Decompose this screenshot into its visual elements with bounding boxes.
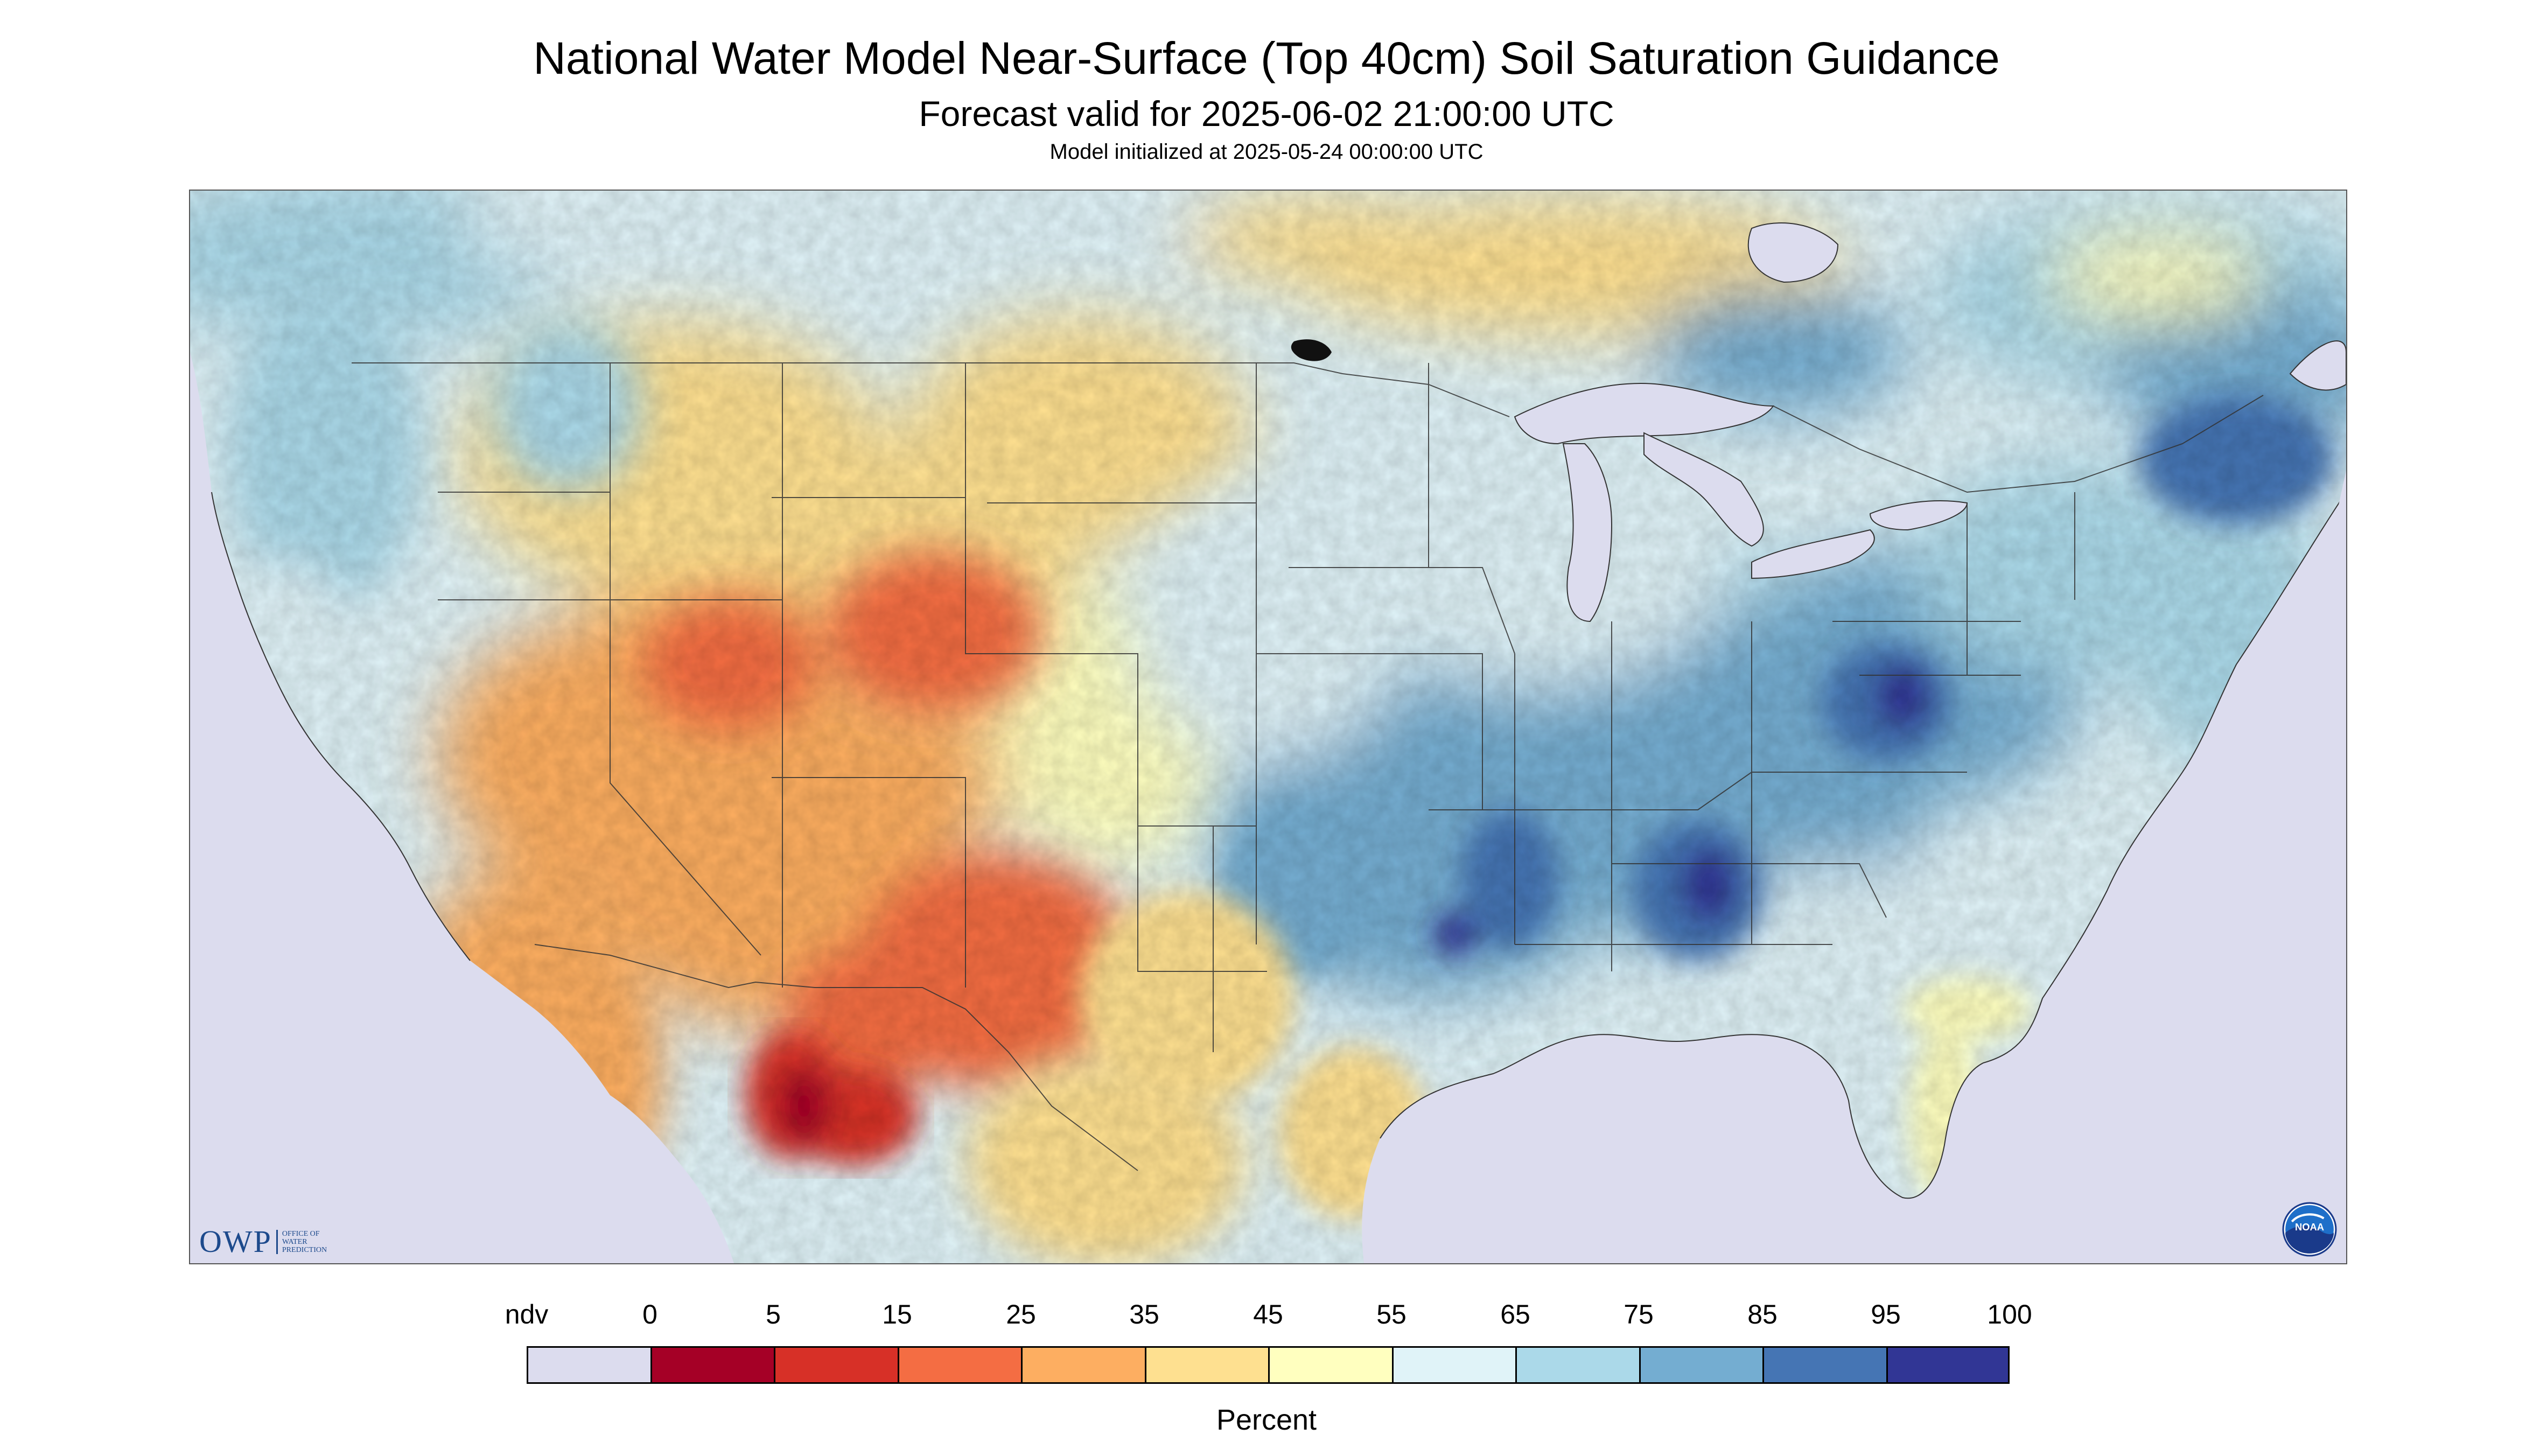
great-lakes [1514, 383, 1968, 622]
legend-swatch [774, 1346, 899, 1384]
legend-swatch [897, 1346, 1023, 1384]
nodata-left-wedge [190, 568, 470, 1263]
legend-label-95: 95 [1871, 1299, 1901, 1329]
canadian-lake [1747, 222, 1839, 283]
legend-swatch [527, 1346, 652, 1384]
legend-swatch [1515, 1346, 1641, 1384]
gulf-atlantic-coastline [1380, 492, 2346, 1199]
owp-logo-subtitle: OFFICE OF WATER PREDICTION [276, 1229, 327, 1254]
noaa-logo-text: NOAA [2295, 1221, 2324, 1233]
legend-unit-label: Percent [1216, 1404, 1317, 1436]
model-init-time: Model initialized at 2025-05-24 00:00:00… [1049, 140, 1484, 164]
legend-label-35: 35 [1129, 1299, 1159, 1329]
legend-label-25: 25 [1006, 1299, 1036, 1329]
lake-of-the-woods [1291, 339, 1332, 361]
legend-swatch [1391, 1346, 1517, 1384]
legend-swatch [1144, 1346, 1270, 1384]
legend-label-15: 15 [882, 1299, 912, 1329]
legend-colorbar [527, 1346, 2010, 1384]
legend-label-45: 45 [1253, 1299, 1283, 1329]
legend-label-100: 100 [1987, 1299, 2032, 1329]
forecast-valid-time: Forecast valid for 2025-06-02 21:00:00 U… [919, 94, 1614, 134]
map-title: National Water Model Near-Surface (Top 4… [533, 33, 2000, 83]
legend-label-5: 5 [766, 1299, 781, 1329]
soil-saturation-map [189, 190, 2347, 1264]
owp-line-1: OFFICE OF [282, 1229, 320, 1238]
legend-swatch [1762, 1346, 1888, 1384]
legend-swatch [1886, 1346, 2010, 1384]
legend-label-65: 65 [1500, 1299, 1530, 1329]
legend-swatch [1268, 1346, 1394, 1384]
pacific-coastline [211, 492, 471, 961]
owp-line-2: WATER [282, 1237, 307, 1246]
legend-swatch [1021, 1346, 1146, 1384]
owp-line-3: PREDICTION [282, 1245, 327, 1254]
legend-label-ndv: ndv [505, 1299, 549, 1329]
legend-label-55: 55 [1376, 1299, 1407, 1329]
state-boundaries [352, 362, 2264, 1171]
noaa-logo: NOAA [2282, 1202, 2337, 1257]
legend-swatch [650, 1346, 775, 1384]
owp-logo: OWP OFFICE OF WATER PREDICTION [199, 1226, 327, 1258]
legend-label-0: 0 [642, 1299, 657, 1329]
owp-logo-mark: OWP [199, 1224, 272, 1259]
land-field [190, 191, 2346, 1263]
legend-label-75: 75 [1624, 1299, 1654, 1329]
nodata-right-wedge [2129, 471, 2346, 1263]
legend-swatch [1639, 1346, 1764, 1384]
legend-label-85: 85 [1747, 1299, 1778, 1329]
